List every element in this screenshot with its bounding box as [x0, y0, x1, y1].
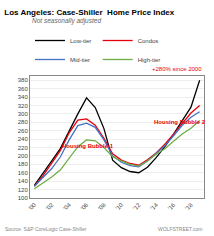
svg-text:'02: '02 — [45, 201, 55, 211]
svg-text:Condos: Condos — [138, 38, 159, 44]
svg-text:280: 280 — [18, 119, 29, 125]
svg-text:120: 120 — [18, 187, 29, 193]
svg-text:High-tier: High-tier — [138, 57, 161, 63]
svg-text:'16: '16 — [167, 201, 177, 211]
svg-text:260: 260 — [18, 128, 29, 134]
svg-text:'06: '06 — [80, 201, 90, 211]
svg-text:Mid-tier: Mid-tier — [70, 57, 90, 63]
svg-text:Low-tier: Low-tier — [70, 38, 91, 44]
svg-text:Los Angeles: Case-Shiller Hom: Los Angeles: Case-Shiller Home Price Ind… — [4, 8, 175, 17]
svg-text:160: 160 — [18, 170, 29, 176]
svg-text:'12: '12 — [132, 201, 142, 211]
svg-text:240: 240 — [18, 136, 29, 142]
svg-text:300: 300 — [18, 111, 29, 117]
svg-text:WOLFSTREET.com: WOLFSTREET.com — [158, 226, 202, 232]
svg-text:'10: '10 — [114, 201, 124, 211]
svg-text:200: 200 — [18, 153, 29, 159]
svg-text:380: 380 — [18, 77, 29, 83]
svg-text:'04: '04 — [62, 201, 72, 211]
svg-text:'14: '14 — [149, 201, 159, 211]
svg-text:320: 320 — [18, 103, 29, 109]
svg-text:Not seasonally adjusted: Not seasonally adjusted — [32, 17, 101, 25]
svg-text:360: 360 — [18, 86, 29, 92]
svg-text:140: 140 — [18, 178, 29, 184]
svg-text:340: 340 — [18, 94, 29, 100]
svg-text:Housing Bubble 2: Housing Bubble 2 — [154, 119, 206, 125]
svg-text:220: 220 — [18, 145, 29, 151]
svg-text:+280% since 2000: +280% since 2000 — [152, 66, 202, 72]
svg-text:180: 180 — [18, 161, 29, 167]
svg-text:Source: S&P CoreLogic Case-Shi: Source: S&P CoreLogic Case-Shiller — [5, 226, 87, 232]
svg-text:'08: '08 — [97, 201, 107, 211]
svg-text:100: 100 — [18, 195, 29, 201]
svg-text:'18: '18 — [184, 201, 194, 211]
svg-text:Housing Bubble 1: Housing Bubble 1 — [62, 143, 114, 149]
svg-text:'00: '00 — [27, 201, 37, 211]
